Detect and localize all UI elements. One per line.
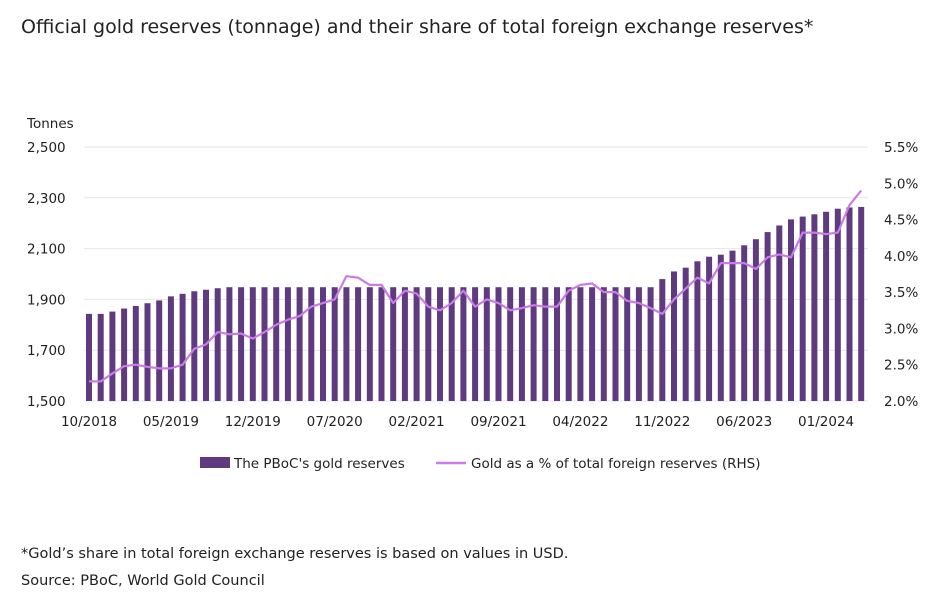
x-tick-label: 01/2024 bbox=[798, 414, 854, 430]
bar bbox=[97, 313, 104, 401]
x-tick-label: 02/2021 bbox=[389, 414, 445, 430]
y2-tick-label: 4.5% bbox=[884, 213, 918, 229]
bar bbox=[589, 287, 596, 401]
bar bbox=[132, 306, 139, 401]
bar bbox=[834, 208, 841, 401]
bar bbox=[343, 287, 350, 401]
bar bbox=[425, 287, 432, 401]
bar bbox=[144, 303, 151, 401]
bar bbox=[167, 296, 174, 401]
bar bbox=[554, 287, 560, 401]
bar bbox=[156, 300, 163, 401]
bar bbox=[635, 287, 642, 401]
bar bbox=[647, 287, 654, 401]
chart-title: Official gold reserves (tonnage) and the… bbox=[21, 16, 814, 38]
bar bbox=[472, 287, 479, 401]
bar bbox=[284, 287, 291, 401]
y2-tick-label: 5.0% bbox=[884, 176, 918, 192]
gold-share-line bbox=[89, 189, 863, 383]
legend-bar-swatch bbox=[200, 457, 230, 468]
y2-tick-label: 4.0% bbox=[884, 249, 918, 265]
y-tick-label: 1,900 bbox=[27, 292, 66, 308]
bar bbox=[823, 211, 830, 401]
bar bbox=[542, 287, 549, 401]
bar bbox=[530, 287, 537, 401]
x-tick-label: 09/2021 bbox=[470, 414, 526, 430]
bar bbox=[507, 287, 514, 401]
y2-tick-label: 3.0% bbox=[884, 321, 918, 337]
y-tick-label: 2,500 bbox=[27, 140, 66, 156]
bar bbox=[320, 287, 326, 401]
y-tick-label: 2,100 bbox=[27, 242, 66, 258]
y-axis-label: Tonnes bbox=[26, 116, 74, 132]
bar bbox=[659, 279, 666, 401]
source: Source: PBoC, World Gold Council bbox=[21, 573, 265, 589]
bar bbox=[577, 287, 584, 401]
y-tick-label: 2,300 bbox=[27, 191, 66, 207]
y2-tick-label: 2.0% bbox=[884, 394, 918, 410]
bar bbox=[694, 261, 701, 401]
bar bbox=[776, 225, 783, 401]
bar bbox=[331, 287, 338, 401]
bar bbox=[811, 214, 818, 401]
bar bbox=[401, 287, 408, 401]
bar bbox=[226, 287, 233, 401]
x-tick-label: 07/2020 bbox=[307, 414, 363, 430]
bar bbox=[261, 287, 268, 401]
footnote: *Gold’s share in total foreign exchange … bbox=[21, 546, 569, 562]
bar bbox=[437, 287, 443, 401]
bar bbox=[518, 287, 525, 401]
y-tick-label: 1,700 bbox=[27, 343, 66, 359]
bar bbox=[109, 311, 116, 401]
y2-tick-label: 3.5% bbox=[884, 285, 918, 301]
bar bbox=[273, 287, 280, 401]
bar bbox=[706, 256, 713, 401]
x-tick-label: 11/2022 bbox=[634, 414, 690, 430]
bar bbox=[355, 287, 362, 401]
bar bbox=[858, 206, 865, 401]
y2-tick-label: 5.5% bbox=[884, 140, 918, 156]
bar bbox=[483, 287, 490, 401]
bar bbox=[717, 254, 724, 401]
bar bbox=[214, 288, 221, 401]
bar bbox=[624, 287, 631, 401]
bar bbox=[788, 219, 794, 401]
bar bbox=[682, 267, 689, 401]
x-tick-label: 06/2023 bbox=[716, 414, 772, 430]
bar bbox=[846, 207, 853, 401]
bar bbox=[741, 245, 748, 401]
bar bbox=[179, 293, 186, 401]
bar bbox=[308, 287, 315, 401]
x-tick-label: 12/2019 bbox=[225, 414, 281, 430]
bar bbox=[752, 239, 759, 401]
y-tick-label: 1,500 bbox=[27, 394, 66, 410]
bar bbox=[600, 287, 607, 401]
bar bbox=[495, 287, 502, 401]
bar bbox=[238, 287, 245, 401]
bar bbox=[296, 287, 303, 401]
bar bbox=[565, 287, 572, 401]
bar bbox=[671, 271, 677, 401]
bar bbox=[460, 287, 467, 401]
legend-bar-label: The PBoC's gold reserves bbox=[233, 456, 405, 472]
bar bbox=[764, 232, 771, 401]
bar bbox=[86, 313, 92, 401]
x-tick-label: 04/2022 bbox=[552, 414, 608, 430]
bar bbox=[413, 287, 420, 401]
bar bbox=[191, 291, 198, 401]
legend-line-label: Gold as a % of total foreign reserves (R… bbox=[471, 456, 761, 472]
bar bbox=[378, 287, 385, 401]
bar bbox=[448, 287, 455, 401]
x-tick-label: 05/2019 bbox=[143, 414, 199, 430]
bar bbox=[612, 287, 619, 401]
bar bbox=[390, 287, 397, 401]
x-tick-label: 10/2018 bbox=[61, 414, 117, 430]
bar bbox=[729, 250, 736, 401]
bar bbox=[121, 308, 128, 401]
bar bbox=[249, 287, 256, 401]
bar bbox=[366, 287, 373, 401]
y2-tick-label: 2.5% bbox=[884, 358, 918, 374]
bar bbox=[799, 216, 806, 401]
